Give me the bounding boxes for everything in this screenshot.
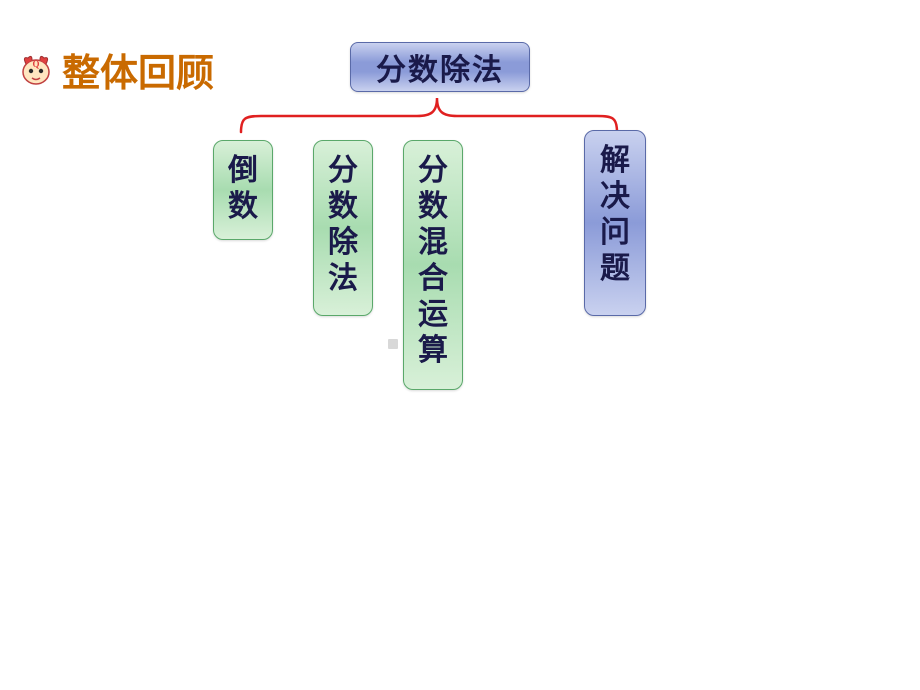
child-char: 数 bbox=[418, 189, 448, 225]
child-node-0: 倒数 bbox=[213, 140, 273, 240]
child-char: 运 bbox=[418, 297, 448, 333]
root-label: 分数除法 bbox=[376, 45, 504, 89]
child-char: 分 bbox=[418, 153, 448, 189]
child-char: 法 bbox=[328, 261, 358, 297]
child-char: 倒 bbox=[228, 153, 258, 189]
header-title: 整体回顾 bbox=[62, 42, 214, 97]
child-char: 合 bbox=[418, 261, 448, 297]
q-mascot-icon: Q bbox=[18, 52, 54, 88]
background-marker bbox=[388, 339, 398, 349]
child-node-1: 分数除法 bbox=[313, 140, 373, 316]
child-char: 决 bbox=[600, 179, 630, 215]
child-char: 除 bbox=[328, 225, 358, 261]
header: Q 整体回顾 bbox=[18, 42, 214, 97]
child-char: 题 bbox=[600, 251, 630, 287]
child-char: 数 bbox=[228, 189, 258, 225]
child-node-2: 分数混合运算 bbox=[403, 140, 463, 390]
child-char: 算 bbox=[418, 333, 448, 369]
svg-text:Q: Q bbox=[32, 59, 39, 69]
child-char: 数 bbox=[328, 189, 358, 225]
child-char: 混 bbox=[418, 225, 448, 261]
child-node-3: 解决问题 bbox=[584, 130, 646, 316]
root-node: 分数除法 bbox=[350, 42, 530, 92]
child-char: 解 bbox=[600, 143, 630, 179]
child-char: 问 bbox=[600, 215, 630, 251]
child-char: 分 bbox=[328, 153, 358, 189]
